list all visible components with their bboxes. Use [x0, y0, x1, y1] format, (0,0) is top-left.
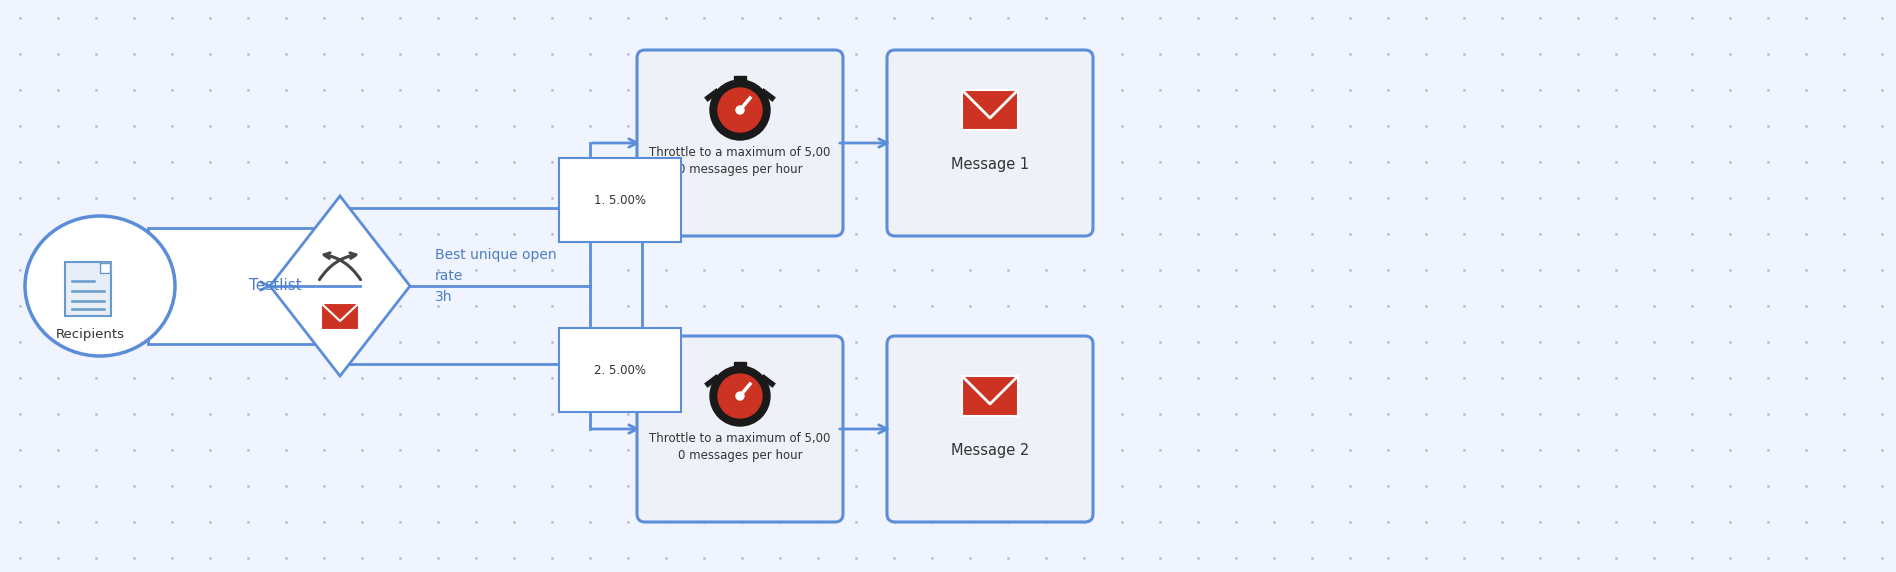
FancyBboxPatch shape	[961, 376, 1018, 416]
FancyBboxPatch shape	[320, 303, 358, 330]
Text: Message 2: Message 2	[952, 443, 1030, 459]
Text: Throttle to a maximum of 5,00
0 messages per hour: Throttle to a maximum of 5,00 0 messages…	[648, 146, 830, 176]
Ellipse shape	[25, 216, 174, 356]
FancyBboxPatch shape	[637, 336, 844, 522]
Polygon shape	[734, 76, 745, 84]
Circle shape	[709, 80, 770, 140]
Circle shape	[719, 88, 762, 132]
Circle shape	[736, 106, 743, 114]
Text: Recipients: Recipients	[55, 328, 125, 341]
Polygon shape	[100, 263, 110, 273]
FancyBboxPatch shape	[961, 90, 1018, 130]
Text: 2. 5.00%: 2. 5.00%	[593, 363, 647, 376]
Text: Message 1: Message 1	[952, 157, 1030, 173]
Text: Testlist: Testlist	[248, 279, 301, 293]
Circle shape	[719, 374, 762, 418]
Polygon shape	[269, 196, 410, 376]
Text: 1. 5.00%: 1. 5.00%	[593, 193, 647, 206]
Text: Throttle to a maximum of 5,00
0 messages per hour: Throttle to a maximum of 5,00 0 messages…	[648, 432, 830, 462]
FancyBboxPatch shape	[637, 50, 844, 236]
FancyBboxPatch shape	[887, 336, 1092, 522]
FancyBboxPatch shape	[64, 262, 112, 316]
Text: Best unique open
rate
3h: Best unique open rate 3h	[434, 248, 557, 304]
Circle shape	[709, 366, 770, 426]
FancyBboxPatch shape	[887, 50, 1092, 236]
Polygon shape	[734, 362, 745, 370]
FancyBboxPatch shape	[148, 228, 362, 344]
Circle shape	[736, 392, 743, 400]
